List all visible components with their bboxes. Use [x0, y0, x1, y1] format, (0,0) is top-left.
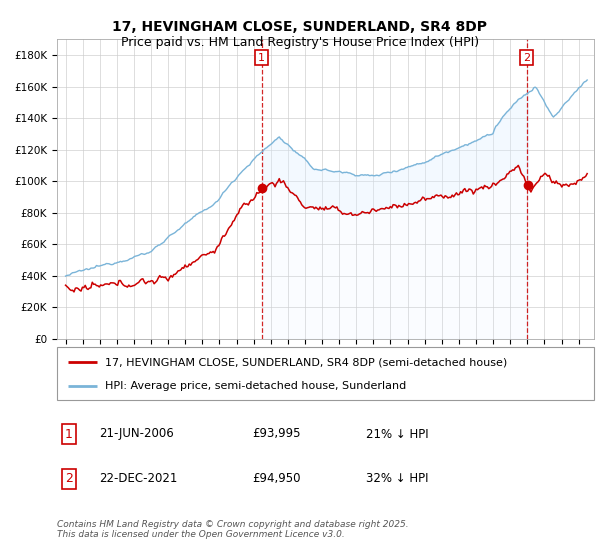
Text: £94,950: £94,950 [252, 472, 301, 486]
FancyBboxPatch shape [57, 347, 594, 400]
Text: 2: 2 [523, 53, 530, 63]
Text: 22-DEC-2021: 22-DEC-2021 [99, 472, 178, 486]
Text: HPI: Average price, semi-detached house, Sunderland: HPI: Average price, semi-detached house,… [106, 380, 407, 390]
Text: 1: 1 [65, 427, 73, 441]
Text: 1: 1 [258, 53, 265, 63]
Text: £93,995: £93,995 [252, 427, 301, 441]
Text: Contains HM Land Registry data © Crown copyright and database right 2025.
This d: Contains HM Land Registry data © Crown c… [57, 520, 409, 539]
Text: 32% ↓ HPI: 32% ↓ HPI [366, 472, 428, 486]
Text: 21% ↓ HPI: 21% ↓ HPI [366, 427, 428, 441]
Text: 17, HEVINGHAM CLOSE, SUNDERLAND, SR4 8DP (semi-detached house): 17, HEVINGHAM CLOSE, SUNDERLAND, SR4 8DP… [106, 357, 508, 367]
Text: 21-JUN-2006: 21-JUN-2006 [99, 427, 174, 441]
Text: 17, HEVINGHAM CLOSE, SUNDERLAND, SR4 8DP: 17, HEVINGHAM CLOSE, SUNDERLAND, SR4 8DP [113, 20, 487, 34]
Text: 2: 2 [65, 472, 73, 486]
Text: Price paid vs. HM Land Registry's House Price Index (HPI): Price paid vs. HM Land Registry's House … [121, 36, 479, 49]
